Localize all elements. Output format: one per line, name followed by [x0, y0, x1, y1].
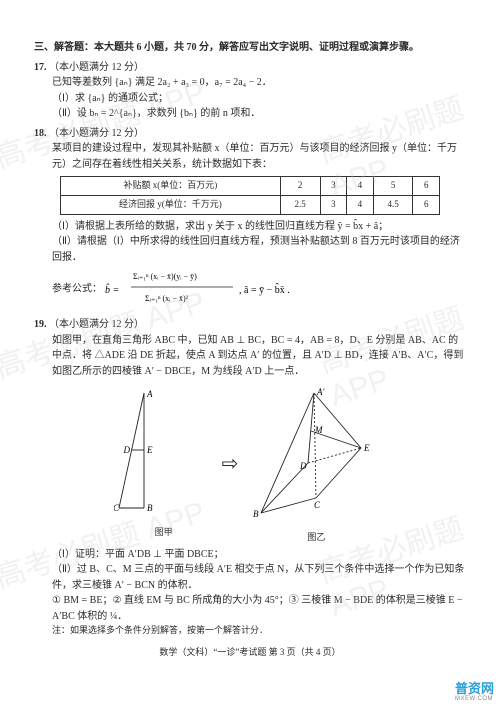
problem-18: 18. （本小题满分 12 分） 某项目的建设过程中，发现其补贴额 x（单位：百… — [34, 126, 466, 314]
problem-number: 18. — [34, 128, 47, 139]
triangle-abc-icon: ABCED — [114, 388, 214, 518]
problem-subpart: （Ⅰ）求 {aₙ} 的通项公式； — [34, 91, 466, 107]
svg-text:M: M — [314, 425, 323, 435]
problem-options: ① BM = BE；② 直线 EM 与 BC 所成角的大小为 45°；③ 三棱锥… — [34, 593, 466, 624]
problem-number: 19. — [34, 319, 47, 330]
svg-text:A: A — [146, 389, 153, 399]
problem-number: 17. — [34, 62, 47, 73]
table-cell: 4 — [347, 177, 374, 196]
svg-text:B: B — [147, 503, 153, 513]
problem-points: （本小题满分 12 分） — [49, 62, 144, 73]
logo-text: 普资网 — [455, 682, 494, 696]
svg-text:b̂ =: b̂ = — [105, 283, 119, 296]
table-cell: 4 — [347, 195, 374, 214]
table-row: 补贴额 x(单位：百万元) 2 3 4 5 6 — [60, 177, 439, 196]
arrow-right-icon: ⇨ — [222, 449, 239, 480]
figure-yi: A' B C E D M 图乙 — [246, 383, 386, 544]
table-cell: 6 — [413, 177, 440, 196]
section-heading: 三、解答题：本大题共 6 小题，共 70 分，解答应写出文字说明、证明过程或演算… — [34, 40, 466, 56]
table-cell: 4.5 — [373, 195, 413, 214]
problem-19: 19. （本小题满分 12 分） 如图甲，在直角三角形 ABC 中，已知 AB … — [34, 317, 466, 638]
table-cell: 3 — [320, 177, 347, 196]
site-logo: 普资网 MXEW.COM — [455, 682, 494, 702]
svg-text:D: D — [299, 461, 307, 471]
problem-line: 如图甲，在直角三角形 ABC 中，已知 AB ⊥ BC，BC = 4，AB = … — [34, 333, 466, 380]
problem-line: 某项目的建设过程中，发现其补贴额 x（单位：百万元）与该项目的经济回报 y（单位… — [34, 141, 466, 172]
figures-row: A B C E D 图甲 ⇨ A' B C E D M 图乙 — [34, 383, 466, 544]
problem-note: 注：如果选择多个条件分别解答，按第一个解答计分． — [34, 624, 466, 638]
svg-text:Σᵢ₌₁ⁿ (xᵢ − x̄)(yᵢ − ȳ): Σᵢ₌₁ⁿ (xᵢ − x̄)(yᵢ − ȳ) — [133, 272, 197, 281]
figure-jia: ABCED 图甲 — [114, 388, 214, 539]
page-content: 三、解答题：本大题共 6 小题，共 70 分，解答应写出文字说明、证明过程或演算… — [0, 0, 500, 680]
problem-points: （本小题满分 12 分） — [49, 319, 144, 330]
svg-text:A': A' — [316, 387, 325, 397]
data-table: 补贴额 x(单位：百万元) 2 3 4 5 6 经济回报 y(单位：千万元) 2… — [60, 176, 440, 215]
figure-caption: 图乙 — [246, 531, 386, 545]
problem-points: （本小题满分 12 分） — [49, 128, 144, 139]
problem-subpart: （Ⅱ）设 bₙ = 2^{aₙ}，求数列 {bₙ} 的前 n 项和． — [34, 106, 466, 122]
problem-line: 已知等差数列 {aₙ} 满足 2a₂ + a₃ = 0，a₇ = 2a₄ − 2… — [34, 75, 466, 91]
table-cell: 3 — [320, 195, 347, 214]
svg-text:D: D — [122, 445, 130, 455]
svg-text:E: E — [363, 443, 370, 453]
svg-text:Σᵢ₌₁ⁿ (xᵢ − x̄)²: Σᵢ₌₁ⁿ (xᵢ − x̄)² — [145, 294, 189, 303]
page-footer: 数学（文科）“一诊”考试题 第 3 页（共 4 页） — [34, 646, 466, 660]
svg-text:C: C — [314, 500, 321, 510]
problem-subpart: （Ⅰ）证明：平面 A′DB ⊥ 平面 DBCE； — [34, 547, 466, 563]
table-cell: 2.5 — [280, 195, 320, 214]
table-cell: 6 — [413, 195, 440, 214]
problem-subpart: （Ⅱ）过 B、C、M 三点的平面与线段 A′E 相交于点 N，从下列三个条件中选… — [34, 562, 466, 593]
regression-formula-icon: b̂ = Σᵢ₌₁ⁿ (xᵢ − x̄)(yᵢ − ȳ) Σᵢ₌₁ⁿ (xᵢ −… — [105, 265, 325, 313]
logo-subtext: MXEW.COM — [455, 696, 494, 702]
pyramid-icon: A' B C E D M — [246, 383, 386, 523]
problem-subpart: （Ⅰ）请根据上表所给的数据，求出 y 关于 x 的线性回归直线方程 ŷ = b̂… — [34, 219, 466, 235]
svg-text:, â = ȳ − b̂x̄ .: , â = ȳ − b̂x̄ . — [239, 283, 290, 296]
problem-17: 17. （本小题满分 12 分） 已知等差数列 {aₙ} 满足 2a₂ + a₃… — [34, 60, 466, 122]
table-cell: 5 — [373, 177, 413, 196]
table-cell: 经济回报 y(单位：千万元) — [60, 195, 280, 214]
figure-caption: 图甲 — [114, 526, 214, 540]
svg-text:B: B — [253, 509, 259, 519]
formula-label: 参考公式： b̂ = Σᵢ₌₁ⁿ (xᵢ − x̄)(yᵢ − ȳ) Σᵢ₌₁ⁿ… — [34, 265, 466, 313]
svg-text:E: E — [146, 445, 153, 455]
table-cell: 2 — [280, 177, 320, 196]
table-row: 经济回报 y(单位：千万元) 2.5 3 4 4.5 6 — [60, 195, 439, 214]
table-cell: 补贴额 x(单位：百万元) — [60, 177, 280, 196]
problem-subpart: （Ⅱ）请根据（Ⅰ）中所求得的线性回归直线方程，预测当补贴额达到 8 百万元时该项… — [34, 234, 466, 265]
